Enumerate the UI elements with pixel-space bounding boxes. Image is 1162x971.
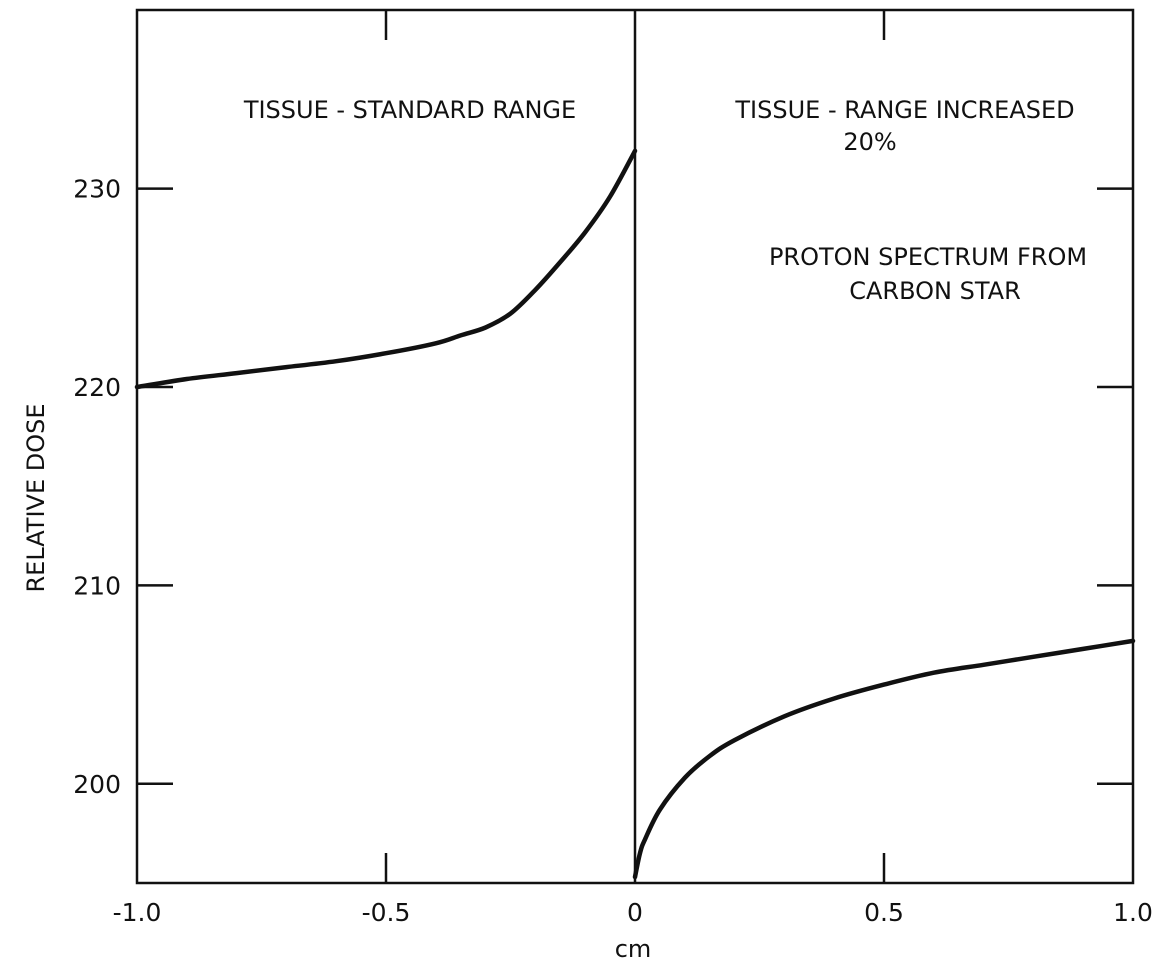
- y-tick-label: 230: [73, 175, 121, 204]
- y-tick-label: 210: [73, 571, 121, 600]
- annotation-right-line3: PROTON SPECTRUM FROM: [769, 243, 1087, 271]
- annotation-left: TISSUE - STANDARD RANGE: [243, 96, 576, 124]
- x-tick-label: 0: [627, 898, 643, 927]
- x-tick-label: 0.5: [864, 898, 904, 927]
- plot-frame-layer: [135, 8, 1135, 885]
- y-axis-title: RELATIVE DOSE: [22, 403, 50, 592]
- dose-curve-standard-range: [134, 148, 638, 390]
- annotation-right-line2: 20%: [843, 128, 896, 156]
- x-tick-label: -1.0: [113, 898, 162, 927]
- annotation-right-line4: CARBON STAR: [849, 277, 1021, 305]
- x-axis-title: cm: [615, 935, 652, 963]
- annotation-right-line1: TISSUE - RANGE INCREASED: [734, 96, 1074, 124]
- y-tick-label: 220: [73, 373, 121, 402]
- y-tick-label: 200: [73, 770, 121, 799]
- tick-layer: -1.0 -0.5 0 0.5 1.0 200 210 220 230: [73, 10, 1153, 927]
- curve-layer: [134, 148, 1136, 880]
- x-tick-label: 1.0: [1113, 898, 1153, 927]
- x-tick-label: -0.5: [362, 898, 411, 927]
- dose-curve-range-increased: [632, 638, 1136, 880]
